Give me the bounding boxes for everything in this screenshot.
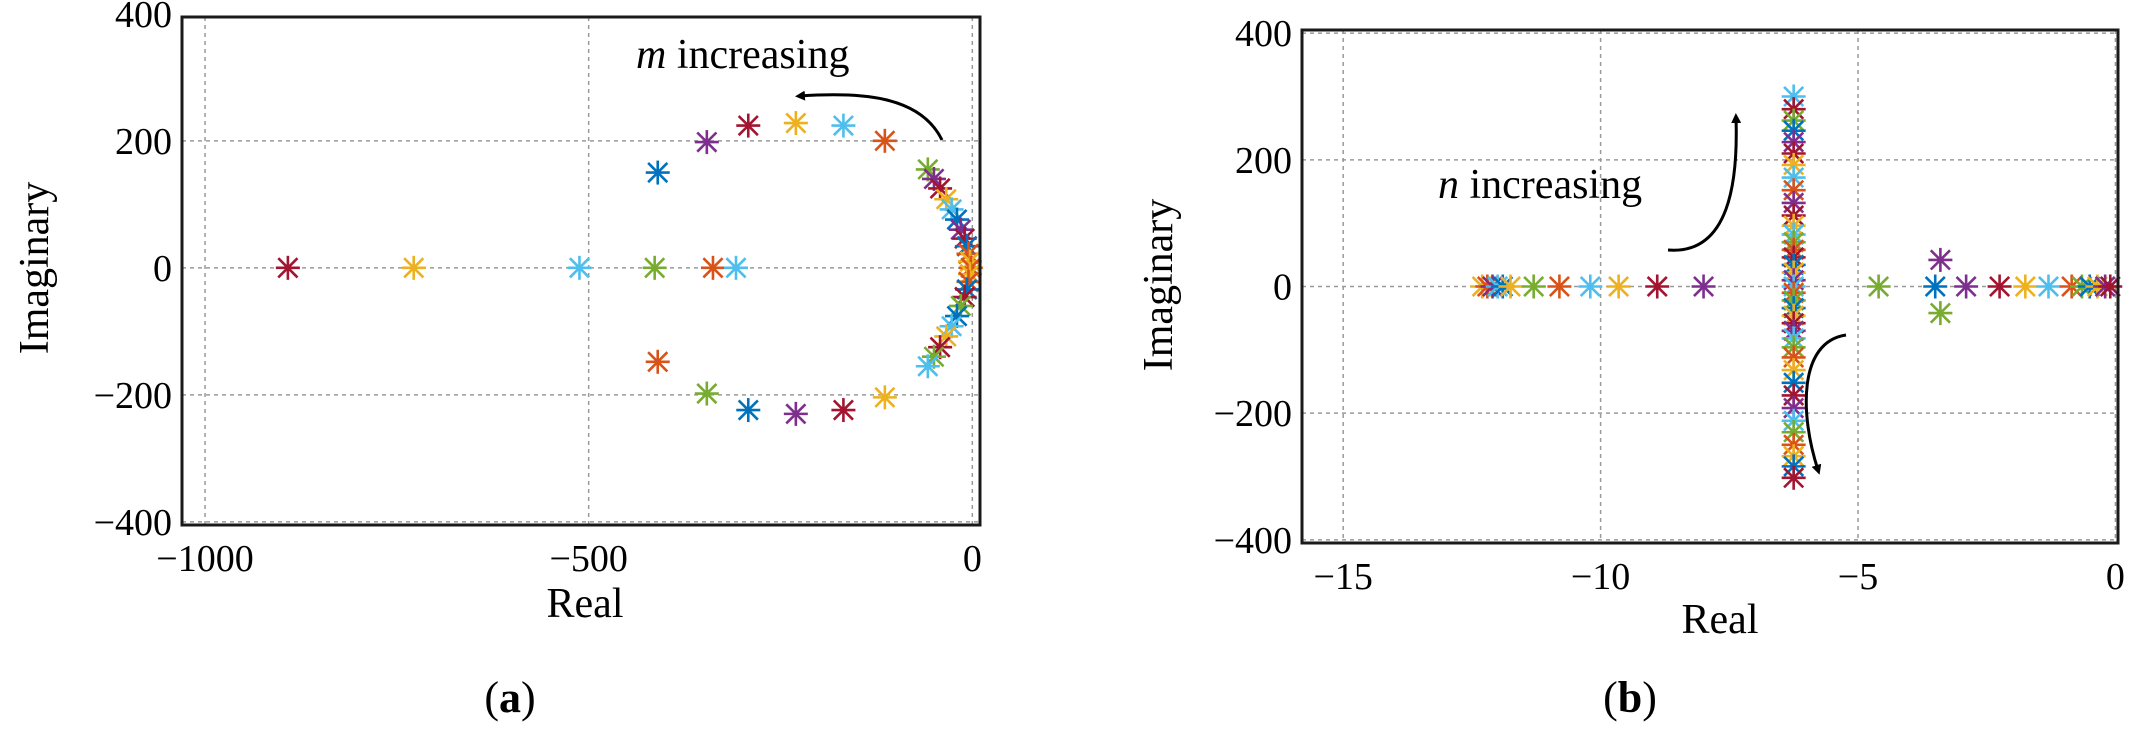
panel-a-point-37 xyxy=(736,398,761,423)
panel-a-x-ticks: −1000 −500 0 xyxy=(156,538,982,580)
panel-a-annotation-symbol: m xyxy=(636,32,666,78)
panel-b-xtick-label: 0 xyxy=(2106,556,2125,598)
panel-a-point-35 xyxy=(645,349,670,374)
panel-a-point-0 xyxy=(275,255,300,280)
panel-a-ytick-label: 400 xyxy=(115,0,172,36)
panel-a-xtick-label: −500 xyxy=(549,538,627,580)
panel-a-ytick-label: 200 xyxy=(115,121,172,163)
panel-b-x-ticks: −15 −10 −5 0 xyxy=(1313,556,2124,598)
panel-b-point-18 xyxy=(2013,274,2038,299)
panel-a-xtick-label: −1000 xyxy=(156,538,253,580)
panel-a-annotation-text: increasing xyxy=(666,32,849,78)
panel-a-point-7 xyxy=(694,130,719,155)
panel-b-ytick-label: −400 xyxy=(1214,520,1292,562)
panel-b-point-10 xyxy=(1645,274,1670,299)
panel-b-point-8 xyxy=(1578,274,1603,299)
panel-a-point-38 xyxy=(783,401,808,426)
panel-b-point-14 xyxy=(1928,247,1953,272)
panel-a: −1000 −500 0 400 200 0 −200 −400 Real Imaginar… xyxy=(12,0,983,722)
panel-b-xtick-label: −15 xyxy=(1313,556,1372,598)
panel-b-points xyxy=(1470,84,2123,490)
panel-a-point-6 xyxy=(645,160,670,185)
panel-b-point-19 xyxy=(2036,274,2061,299)
panel-a-ytick-label: −200 xyxy=(94,375,172,417)
panel-b-ylabel: Imaginary xyxy=(1136,199,1182,372)
panel-b-ytick-label: 0 xyxy=(1273,267,1292,309)
panel-a-point-10 xyxy=(831,113,856,138)
panel-a-annotation: m increasing xyxy=(636,32,849,78)
panel-b-point-64 xyxy=(1781,465,1806,490)
panel-a-points xyxy=(275,111,983,426)
panel-a-xlabel: Real xyxy=(547,581,624,627)
panel-a-point-5 xyxy=(723,255,748,280)
panel-b-point-15 xyxy=(1928,301,1953,326)
panel-b-point-16 xyxy=(1954,274,1979,299)
panel-a-point-40 xyxy=(872,385,897,410)
panel-a-point-8 xyxy=(736,113,761,138)
panel-b-frame xyxy=(1300,28,2120,545)
panel-a-point-4 xyxy=(700,255,725,280)
panel-b-xlabel: Real xyxy=(1682,597,1759,643)
panel-a-point-39 xyxy=(831,398,856,423)
panel-b-point-7 xyxy=(1547,274,1572,299)
panel-b-annotation-symbol: n xyxy=(1438,162,1459,208)
panel-a-xtick-label: 0 xyxy=(963,538,982,580)
panel-a-point-1 xyxy=(401,255,426,280)
panel-b-y-ticks: 400 200 0 −200 −400 xyxy=(1214,13,1292,562)
panel-b-annotation-text: increasing xyxy=(1459,162,1642,208)
panel-a-point-29 xyxy=(944,304,969,329)
panel-b-subfigure-label: (b) xyxy=(1603,673,1657,722)
panel-a-ylabel: Imaginary xyxy=(12,182,58,355)
panel-b-ytick-label: −200 xyxy=(1214,393,1292,435)
panel-a-point-2 xyxy=(567,255,592,280)
panel-a-ytick-label: 0 xyxy=(153,248,172,290)
panel-a-y-ticks: 400 200 0 −200 −400 xyxy=(94,0,172,544)
panel-a-point-9 xyxy=(783,111,808,136)
panel-b-ytick-label: 200 xyxy=(1235,140,1292,182)
panel-b-point-13 xyxy=(1923,274,1948,299)
panel-b-ytick-label: 400 xyxy=(1235,13,1292,55)
panel-b-arrow-down xyxy=(1804,333,1847,475)
panel-a-ytick-label: −400 xyxy=(94,502,172,544)
panel-b-xtick-label: −5 xyxy=(1838,556,1878,598)
panel-a-point-3 xyxy=(642,255,667,280)
panel-b-point-17 xyxy=(1987,274,2012,299)
panel-a-annotation-arrow xyxy=(795,90,944,141)
panel-b-arrow-up xyxy=(1667,113,1742,252)
panel-a-frame xyxy=(180,15,982,527)
panel-b-point-6 xyxy=(1521,274,1546,299)
panel-b-point-9 xyxy=(1606,274,1631,299)
panel-b-annotation: n increasing xyxy=(1438,162,1642,208)
panel-b-point-5 xyxy=(1498,274,1523,299)
panel-b-point-12 xyxy=(1866,274,1891,299)
panel-b: −15 −10 −5 0 400 200 0 −200 −400 Real Imaginary… xyxy=(1136,13,2125,722)
panel-a-point-36 xyxy=(694,381,719,406)
panel-a-subfigure-label: (a) xyxy=(484,673,535,722)
panel-b-point-11 xyxy=(1691,274,1716,299)
panel-a-point-11 xyxy=(872,128,897,153)
panel-a-grid xyxy=(182,17,980,525)
panel-b-xtick-label: −10 xyxy=(1571,556,1630,598)
panel-a-point-34 xyxy=(915,354,940,379)
